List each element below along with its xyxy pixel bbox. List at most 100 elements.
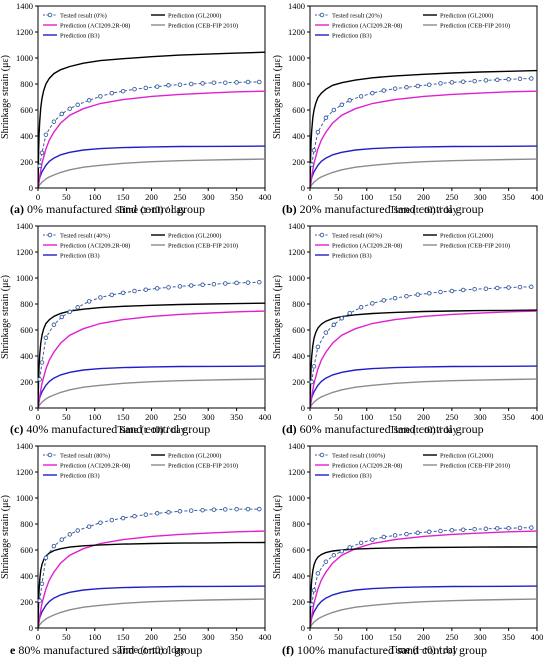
data-point-tested: [370, 301, 375, 306]
x-tick-label: 200: [145, 632, 158, 642]
caption-text: 40% manufactured sand control group: [26, 422, 210, 436]
data-point-tested: [529, 284, 534, 290]
data-point-tested: [331, 107, 337, 113]
legend: Tested result (60%) Prediction (GL2000) Pr…: [315, 232, 510, 259]
data-point-tested: [323, 115, 329, 121]
x-tick-label: 250: [446, 412, 459, 422]
data-point-tested: [426, 529, 432, 535]
x-tick-label: 100: [360, 412, 373, 422]
data-point-tested: [59, 537, 65, 542]
data-point-tested: [245, 506, 251, 512]
x-tick-label: 150: [389, 412, 402, 422]
series-line-tested: [39, 81, 260, 166]
chart-panel-2: 0 200 400 600 800 1000 1200 1400 0 50 100 150 200 250…: [272, 1, 543, 216]
data-point-tested: [143, 85, 149, 91]
y-tick-label: 1000: [16, 53, 33, 63]
x-tick-label: 300: [202, 192, 215, 202]
y-tick-label: 1200: [288, 467, 305, 477]
y-tick-label: 600: [292, 545, 305, 555]
series-line-b3: [38, 585, 265, 628]
legend: Tested result (100%) Prediction (GL2000) P…: [315, 452, 510, 479]
data-point-tested: [404, 85, 409, 90]
data-point-tested: [331, 552, 337, 558]
y-tick-label: 1200: [288, 27, 305, 37]
chart-panel-4: 0 200 400 600 800 1000 1200 1400 0 50 100 150 200 250…: [272, 221, 543, 436]
data-point-tested: [392, 533, 398, 538]
data-point-tested: [315, 571, 321, 576]
x-tick-label: 50: [62, 192, 71, 202]
x-tick-label: 200: [417, 192, 430, 202]
data-point-tested: [39, 360, 45, 365]
legend-label-ceb: Prediction (CEB-FIP 2010): [168, 462, 238, 469]
series-line-b3: [38, 145, 265, 188]
y-tick-label: 1400: [16, 221, 33, 231]
data-point-tested: [234, 80, 239, 85]
data-point-tested: [339, 549, 345, 554]
data-point-tested: [426, 291, 432, 296]
data-point-tested: [506, 525, 511, 531]
data-point-tested: [67, 532, 73, 537]
data-point-tested: [75, 102, 80, 108]
legend-label-ceb: Prediction (CEB-FIP 2010): [440, 242, 510, 249]
data-point-tested: [347, 545, 352, 550]
legend-label-ceb: Prediction (CEB-FIP 2010): [440, 22, 510, 29]
series-line-b3: [310, 365, 537, 408]
data-point-tested: [311, 364, 317, 369]
chart-panel-6: 0 200 400 600 800 1000 1200 1400 0 50 100 150 200 250…: [272, 441, 543, 657]
x-tick-label: 0: [36, 632, 40, 642]
x-tick-label: 300: [474, 412, 487, 422]
y-tick-label: 200: [292, 377, 305, 387]
legend-label-aci: Prediction (ACI209.2R-08): [60, 242, 130, 249]
x-axis-label: Time (t−t0) / day: [389, 205, 457, 216]
data-point-tested: [315, 344, 321, 350]
data-point-tested: [223, 80, 228, 85]
x-tick-label: 50: [334, 632, 343, 642]
y-tick-label: 0: [29, 623, 33, 633]
legend: Tested result (20%) Prediction (GL2000) Pr…: [315, 12, 510, 39]
y-tick-label: 600: [20, 545, 33, 555]
y-tick-label: 400: [20, 131, 33, 141]
x-tick-label: 300: [474, 192, 487, 202]
data-point-tested: [438, 289, 443, 295]
data-point-tested: [120, 290, 126, 296]
y-axis-label: Shrinkage strain (με): [0, 495, 11, 579]
data-point-tested: [166, 83, 171, 88]
x-tick-label: 150: [117, 632, 130, 642]
legend-marker-tested: [319, 232, 325, 238]
data-point-tested: [98, 520, 103, 525]
data-point-tested: [381, 298, 387, 303]
data-point-tested: [506, 285, 511, 290]
caption-letter: (b): [282, 202, 297, 216]
data-point-tested: [517, 76, 523, 82]
series-line-ceb: [310, 378, 537, 408]
data-point-tested: [529, 525, 534, 530]
legend-label-b3: Prediction (B3): [60, 472, 100, 479]
data-point-tested: [483, 78, 489, 83]
data-point-tested: [257, 279, 262, 285]
series-line-aci: [38, 310, 265, 408]
x-tick-label: 100: [360, 632, 373, 642]
data-point-tested: [257, 79, 262, 85]
chart-panel-1: 0 200 400 600 800 1000 1200 1400 0 50 100 150 200 250…: [0, 1, 271, 216]
caption-letter: e: [10, 643, 16, 657]
x-tick-label: 400: [259, 412, 272, 422]
y-tick-label: 200: [292, 157, 305, 167]
series-line-aci: [38, 530, 265, 628]
legend-label-gl2000: Prediction (GL2000): [168, 232, 221, 239]
data-point-tested: [200, 507, 205, 513]
x-tick-label: 200: [417, 412, 430, 422]
series-line-ceb: [38, 598, 265, 628]
data-point-tested: [51, 543, 57, 549]
data-point-tested: [392, 86, 398, 91]
y-axis-label: Shrinkage strain (με): [0, 55, 11, 139]
data-point-tested: [143, 287, 149, 292]
y-tick-label: 1400: [16, 441, 33, 451]
legend: Tested result (80%) Prediction (GL2000) Pr…: [43, 452, 238, 479]
x-tick-label: 50: [62, 412, 71, 422]
data-point-tested: [86, 299, 92, 304]
legend: Tested result (0%) Prediction (GL2000) Pre…: [43, 12, 238, 39]
data-point-tested: [43, 555, 49, 561]
data-point-tested: [415, 530, 421, 536]
legend-label-gl2000: Prediction (GL2000): [440, 232, 493, 239]
